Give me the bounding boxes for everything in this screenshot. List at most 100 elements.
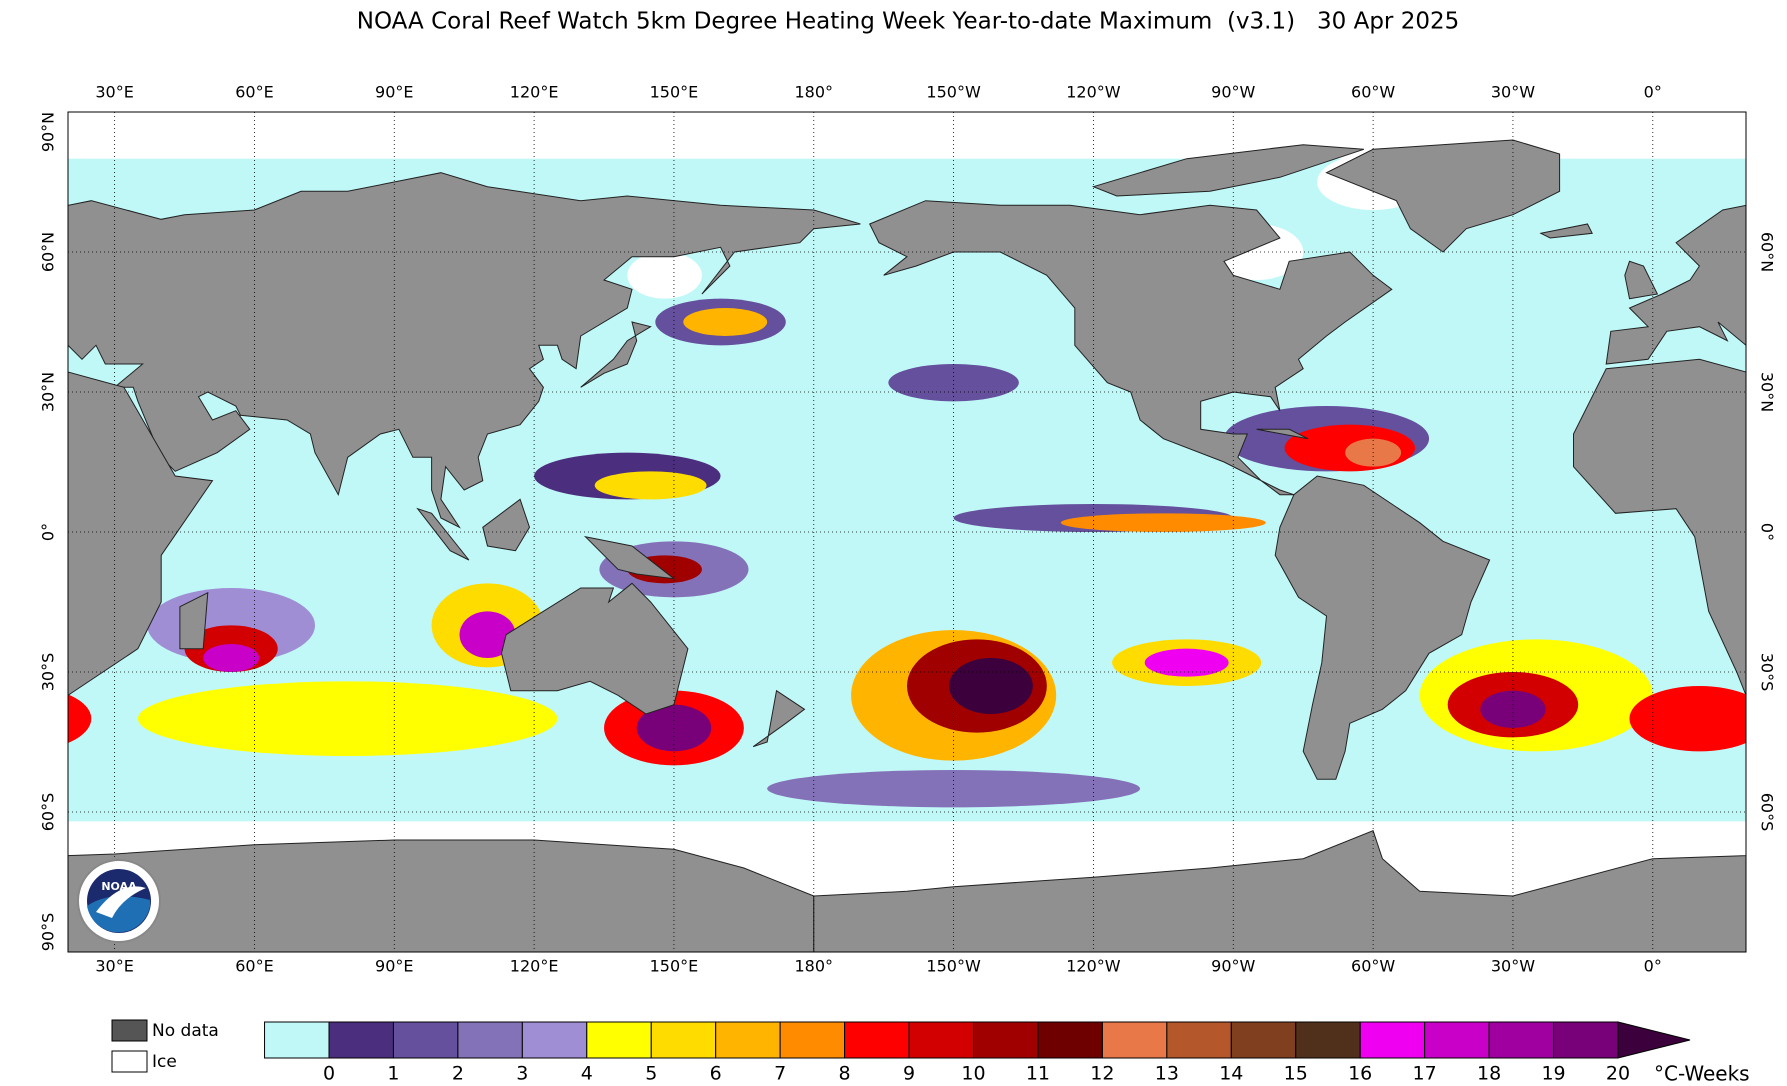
colorbar-tick-label: 5 (645, 1063, 657, 1085)
heat-patch (68, 694, 92, 744)
colorbar-tick-label: 16 (1348, 1063, 1372, 1085)
lat-label-left: 90°S (39, 913, 58, 952)
land (1091, 144, 1364, 197)
color-swatch (1553, 1021, 1619, 1059)
lon-label-bottom: 120°W (1066, 957, 1121, 976)
lat-label-right: 30°N (1758, 372, 1777, 412)
colorbar-tick-label: 7 (774, 1063, 786, 1085)
lon-label-top: 90°E (375, 83, 413, 102)
color-swatch (1359, 1021, 1426, 1059)
lon-label-top: 60°W (1351, 83, 1395, 102)
lon-label-top: 120°E (510, 83, 559, 102)
colorbar-tick-label: 17 (1413, 1063, 1437, 1085)
colorbar-tick-label: 13 (1155, 1063, 1179, 1085)
no-data-swatch (111, 1019, 148, 1042)
lon-label-bottom: 120°E (510, 957, 559, 976)
color-swatch (1230, 1021, 1297, 1059)
colorbar-tick-label: 12 (1090, 1063, 1114, 1085)
colorbar-unit: °C-Weeks (1654, 1062, 1750, 1086)
land (869, 200, 1393, 496)
land (1605, 204, 1746, 365)
lat-label-left: 90°N (39, 112, 58, 152)
land (1539, 223, 1593, 239)
heat-patch (948, 658, 1033, 714)
color-swatch (1037, 1021, 1103, 1059)
colorbar-tick-label: 10 (961, 1063, 985, 1085)
color-swatch (392, 1021, 459, 1059)
lon-label-bottom: 150°W (926, 957, 981, 976)
colorbar-tick-label: 18 (1477, 1063, 1501, 1085)
lon-label-bottom: 60°E (235, 957, 273, 976)
lon-label-top: 150°W (926, 83, 981, 102)
color-swatch (457, 1021, 523, 1059)
lat-label-left: 30°S (39, 653, 58, 692)
noaa-logo: NOAA (77, 859, 161, 943)
color-swatch (779, 1021, 846, 1059)
lon-label-bottom: 90°E (375, 957, 413, 976)
color-swatch (1101, 1021, 1168, 1059)
lat-label-left: 30°N (39, 372, 58, 412)
color-swatch (1488, 1021, 1555, 1059)
lon-label-bottom: 30°W (1491, 957, 1535, 976)
logo-bird (96, 886, 146, 918)
lat-label-left: 0° (39, 523, 58, 541)
heat-patch (1060, 513, 1266, 533)
colorbar-tick-label: 1 (387, 1063, 399, 1085)
colorbar-tick-label: 11 (1026, 1063, 1050, 1085)
heat-patch (1480, 690, 1546, 728)
land (583, 535, 676, 580)
heat-patch (459, 611, 516, 659)
lon-label-top: 120°W (1066, 83, 1121, 102)
map-layers (68, 112, 1746, 952)
lon-label-top: 150°E (650, 83, 699, 102)
color-swatch (715, 1021, 781, 1059)
color-swatch (264, 1021, 330, 1059)
heat-patch (137, 681, 558, 757)
colorbar-tick-label: 6 (710, 1063, 722, 1085)
land (1624, 260, 1659, 300)
lat-label-left: 60°S (39, 793, 58, 832)
colorbar-tick-label: 8 (839, 1063, 851, 1085)
land (68, 371, 214, 696)
lon-label-top: 180° (795, 83, 834, 102)
lon-label-top: 30°E (95, 83, 133, 102)
color-swatch (1424, 1021, 1490, 1059)
color-swatch (1166, 1021, 1232, 1059)
lon-label-bottom: 180° (795, 957, 834, 976)
color-swatch-arrow (1617, 1021, 1691, 1059)
heat-patch (1629, 686, 1746, 752)
colorbar-tick-label: 20 (1606, 1063, 1630, 1085)
lat-label-right: 60°S (1758, 793, 1777, 832)
land (1274, 475, 1491, 780)
lon-label-top: 30°W (1491, 83, 1535, 102)
map-frame (67, 111, 1747, 953)
heat-patch (1144, 648, 1229, 677)
ice-swatch (111, 1050, 148, 1073)
lon-label-top: 0° (1644, 83, 1662, 102)
land (813, 830, 1746, 952)
colorbar-tick-label: 0 (323, 1063, 335, 1085)
colorbar-tick-label: 4 (581, 1063, 593, 1085)
lon-label-top: 90°W (1211, 83, 1255, 102)
colorbar-tick-label: 15 (1284, 1063, 1308, 1085)
color-swatch (973, 1021, 1039, 1059)
colorbar-tick-label: 19 (1541, 1063, 1565, 1085)
lat-label-left: 60°N (39, 232, 58, 272)
color-swatch (521, 1021, 588, 1059)
lon-label-top: 60°E (235, 83, 273, 102)
color-swatch (908, 1021, 974, 1059)
land (416, 507, 470, 561)
lat-label-right: 0° (1758, 523, 1777, 541)
lon-label-bottom: 30°E (95, 957, 133, 976)
lat-label-right: 60°N (1758, 232, 1777, 272)
lon-label-bottom: 90°W (1211, 957, 1255, 976)
land (482, 498, 531, 552)
lon-label-bottom: 60°W (1351, 957, 1395, 976)
color-swatch (844, 1021, 910, 1059)
sea-ice (627, 252, 702, 299)
land (1256, 428, 1309, 440)
colorbar-tick-label: 2 (452, 1063, 464, 1085)
land (752, 689, 806, 748)
color-swatch (586, 1021, 652, 1059)
